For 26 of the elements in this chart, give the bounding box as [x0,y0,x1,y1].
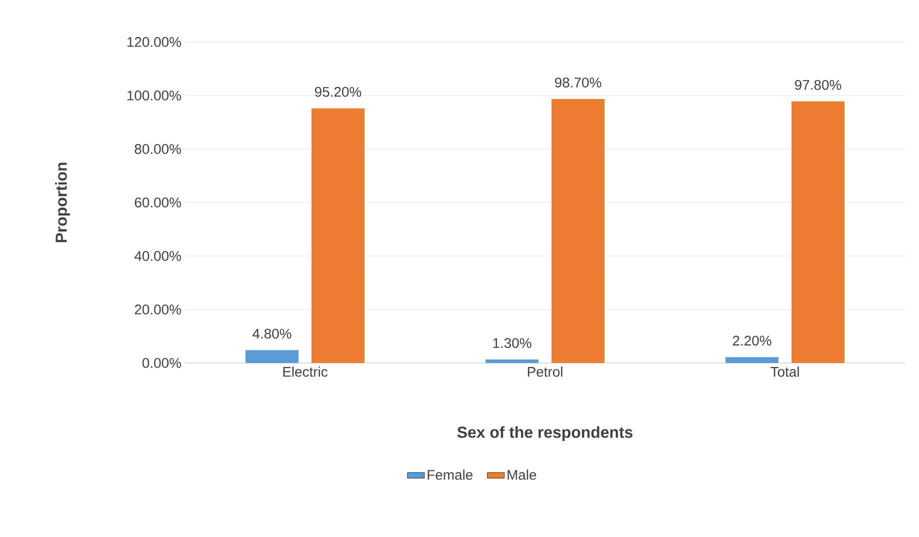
x-tick-label: Petrol [528,366,562,377]
bar [726,357,779,363]
y-tick-label: 120.00% [127,37,181,47]
bar [792,101,845,363]
data-label: 2.20% [732,336,772,346]
y-tick-label: 60.00% [134,198,181,208]
y-tick-label: 80.00% [134,144,181,154]
data-label: 97.80% [795,80,842,90]
data-label: 1.30% [493,338,532,348]
y-tick-label: 20.00% [134,304,181,314]
y-axis-title: Proportion [55,162,70,242]
data-label: 95.20% [315,86,362,97]
bar [552,98,605,363]
y-tick-label: 40.00% [134,251,181,261]
y-tick-label: 100.00% [127,90,181,100]
data-label: 4.80% [252,328,292,339]
x-axis-title: Sex of the respondents [457,426,632,442]
bar [246,350,298,363]
bar [312,108,365,363]
legend-label: Female [428,470,473,480]
x-tick-label: Electric [283,366,328,377]
legend-label: Male [508,470,536,480]
bar [486,360,539,363]
data-label: 98.70% [555,78,602,88]
x-tick-label: Total [770,366,799,377]
y-tick-label: 0.00% [142,358,181,368]
